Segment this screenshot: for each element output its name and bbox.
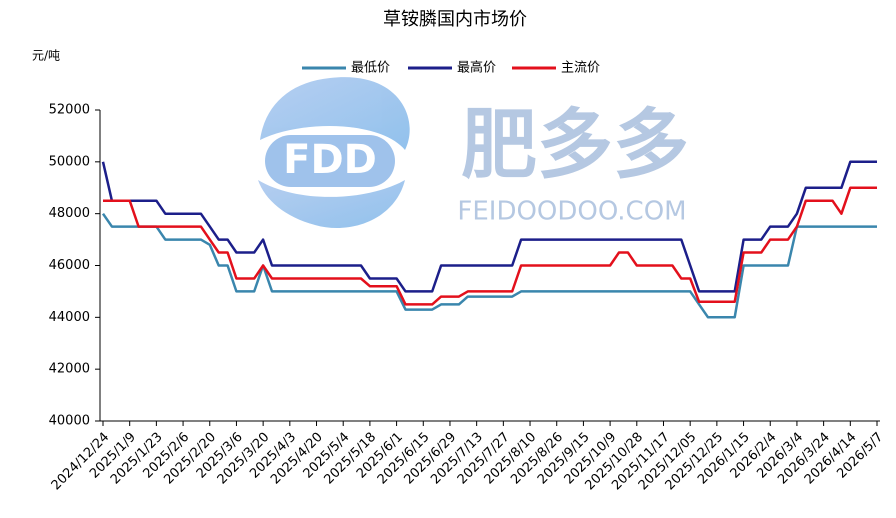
y-axis-label: 元/吨 (32, 49, 60, 63)
logo-text: FDD (283, 137, 377, 183)
y-tick-label: 48000 (49, 206, 90, 221)
y-tick-label: 52000 (49, 103, 90, 118)
legend-label: 主流价 (561, 61, 600, 76)
line-series (101, 160, 877, 293)
y-tick-label: 42000 (49, 362, 90, 377)
y-tick-label: 50000 (49, 154, 90, 169)
watermark-name: 肥多多 (461, 100, 689, 189)
y-tick-label: 44000 (49, 310, 90, 325)
logo-band (265, 135, 395, 187)
line-series (101, 212, 877, 319)
logo-leaf (258, 180, 405, 228)
line-series (103, 186, 877, 306)
legend-label: 最低价 (351, 61, 390, 76)
y-tick-label: 46000 (49, 258, 90, 273)
logo-leaf (260, 77, 410, 150)
chart-title: 草铵膦国内市场价 (383, 9, 527, 30)
watermark: FDD 肥多多 FEIDOODOO.COM (258, 77, 689, 228)
legend-label: 最高价 (457, 60, 496, 76)
watermark-site: FEIDOODOO.COM (457, 197, 686, 227)
y-tick-label: 40000 (49, 414, 90, 429)
